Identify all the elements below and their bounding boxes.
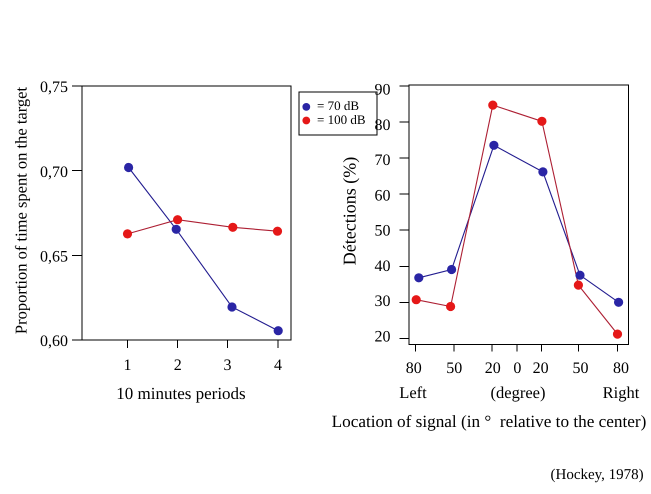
svg-text:Proportion of time spent on th: Proportion of time spent on the target	[12, 87, 31, 335]
svg-text:50: 50	[375, 223, 391, 240]
svg-text:0,60: 0,60	[40, 333, 68, 350]
svg-text:50: 50	[446, 360, 462, 377]
svg-text:20: 20	[375, 329, 391, 346]
svg-text:= 100 dB: = 100 dB	[317, 112, 366, 127]
svg-text:2: 2	[174, 357, 182, 374]
svg-text:10 minutes periods: 10 minutes periods	[116, 384, 245, 403]
svg-text:40: 40	[375, 258, 391, 275]
svg-text:70: 70	[375, 152, 391, 169]
svg-text:Right: Right	[603, 383, 640, 402]
svg-text:(Hockey, 1978): (Hockey, 1978)	[551, 467, 644, 483]
svg-text:3: 3	[224, 357, 232, 374]
svg-text:Location of signal (in ° rela: Location of signal (in ° relative to the…	[332, 412, 647, 431]
svg-text:60: 60	[375, 188, 391, 205]
svg-text:80: 80	[375, 117, 391, 134]
svg-text:1: 1	[124, 357, 132, 374]
svg-text:80: 80	[406, 360, 422, 377]
svg-text:4: 4	[274, 357, 282, 374]
svg-text:Détections (%): Détections (%)	[340, 157, 360, 265]
svg-text:(degree): (degree)	[491, 383, 546, 402]
svg-text:50: 50	[573, 360, 589, 377]
svg-text:0: 0	[513, 360, 521, 377]
svg-text:30: 30	[375, 293, 391, 310]
svg-text:0,70: 0,70	[40, 164, 68, 181]
svg-text:= 70 dB: = 70 dB	[317, 98, 359, 113]
svg-text:0,65: 0,65	[40, 249, 68, 266]
svg-text:20: 20	[533, 360, 549, 377]
svg-text:80: 80	[613, 360, 629, 377]
svg-text:Left: Left	[399, 383, 427, 402]
svg-text:90: 90	[375, 82, 391, 99]
svg-text:20: 20	[485, 360, 501, 377]
svg-text:0,75: 0,75	[40, 79, 68, 96]
